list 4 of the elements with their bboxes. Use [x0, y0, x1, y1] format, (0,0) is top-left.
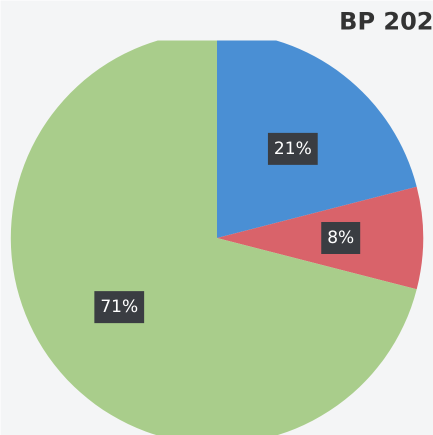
data-label: 8%	[327, 228, 354, 248]
chart-title: BP 202	[339, 8, 433, 36]
data-label: 71%	[100, 297, 138, 318]
data-label: 21%	[274, 138, 312, 159]
